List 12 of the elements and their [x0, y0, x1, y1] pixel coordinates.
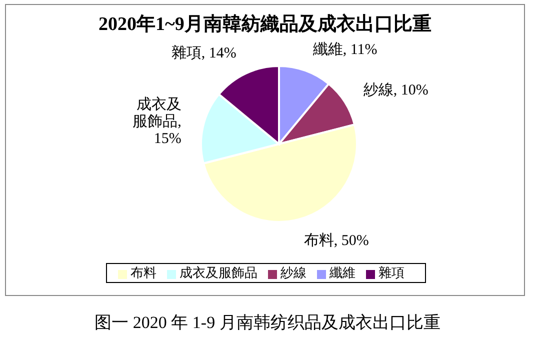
text: 图一 2020 年 1-9 月南韩纺织品及成衣出口比重: [94, 312, 442, 334]
legend-label: 雜項: [378, 265, 404, 280]
legend-label: 纖維: [330, 265, 356, 280]
data-label: 雜項, 14%: [171, 44, 236, 62]
legend-label: 成衣及服飾品: [180, 265, 258, 280]
data-label: 紗線, 10%: [363, 81, 428, 98]
legend-label: 紗線: [280, 265, 306, 280]
data-label: 布料, 50%: [304, 232, 369, 249]
data-label: 成衣及服飾品, 15%: [132, 96, 182, 148]
data-label: 纖維, 11%: [312, 40, 378, 58]
chart-title: 2020年1~9月南韓紡織品及成衣出口比重: [98, 12, 432, 37]
legend-label: 布料: [130, 265, 156, 280]
